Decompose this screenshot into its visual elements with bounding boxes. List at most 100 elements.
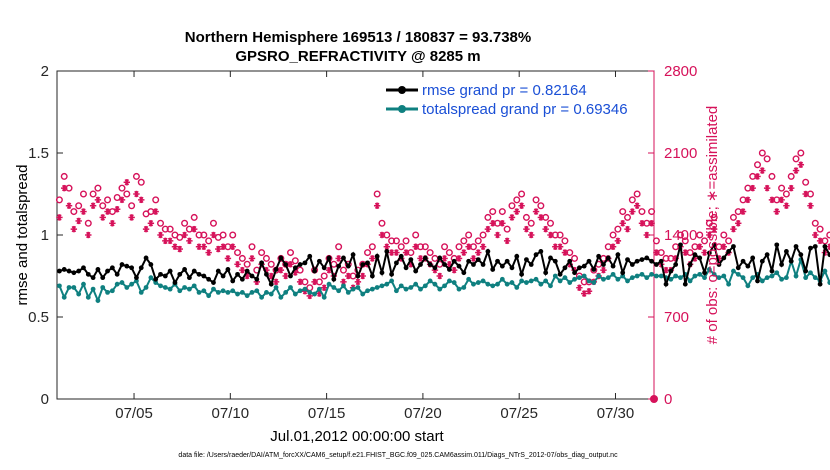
obs-assimilated-point	[633, 202, 641, 209]
rmse-point	[201, 273, 207, 279]
obs-assimilated-point	[210, 231, 217, 239]
totalspread-point	[341, 283, 346, 289]
rmse-point	[471, 262, 476, 267]
totalspread-point	[615, 276, 621, 282]
obs-possible-point	[460, 237, 468, 245]
rmse-point	[297, 262, 303, 267]
totalspread-point	[779, 276, 784, 282]
rmse-point	[591, 267, 597, 272]
obs-assimilated-point	[682, 249, 689, 256]
rmse-point	[755, 278, 760, 284]
totalspread-point	[384, 281, 390, 287]
totalspread-point	[66, 285, 72, 290]
obs-assimilated-point	[475, 249, 482, 256]
obs-assimilated-point	[65, 202, 73, 209]
obs-possible-point	[234, 249, 242, 257]
totalspread-point	[673, 273, 679, 279]
totalspread-point	[148, 275, 154, 281]
rmse-point	[196, 271, 202, 277]
totalspread-point	[191, 283, 197, 289]
totalspread-point	[182, 285, 187, 290]
totalspread-point	[239, 290, 245, 295]
rmse-point	[336, 263, 342, 269]
rmse-point	[186, 275, 192, 281]
totalspread-point	[201, 288, 207, 294]
obs-assimilated-point	[181, 231, 188, 239]
y-tick-label-right: 2100	[664, 145, 697, 162]
totalspread-point	[716, 275, 722, 281]
obs-possible-point	[287, 249, 295, 257]
y-tick-label: 2	[41, 63, 49, 80]
obs-possible-point	[373, 190, 381, 198]
obs-possible-point	[258, 249, 266, 257]
totalspread-point	[273, 285, 279, 290]
obs-assimilated-point	[133, 190, 140, 198]
obs-assimilated-point	[763, 184, 771, 192]
obs-assimilated-point	[80, 208, 87, 215]
rmse-point	[706, 250, 712, 256]
rmse-point	[119, 262, 125, 267]
rmse-point	[312, 268, 317, 274]
rmse-point	[779, 262, 784, 267]
totalspread-point	[302, 286, 308, 292]
y-tick-label: 1	[41, 227, 49, 244]
rmse-point	[321, 265, 327, 271]
rmse-point	[331, 276, 337, 282]
obs-possible-point	[763, 155, 771, 163]
obs-assimilated-point	[152, 208, 159, 215]
totalspread-point	[519, 278, 525, 284]
totalspread-point	[639, 271, 645, 277]
totalspread-point	[649, 271, 654, 277]
totalspread-point	[220, 288, 226, 294]
obs-assimilated-point	[773, 208, 780, 215]
obs-assimilated-point	[94, 196, 102, 204]
obs-assimilated-point	[561, 249, 569, 256]
rmse-point	[572, 270, 577, 276]
obs-possible-point	[518, 190, 526, 198]
rmse-point	[316, 258, 322, 264]
totalspread-point	[235, 291, 240, 297]
totalspread-point	[668, 276, 674, 282]
totalspread-point	[750, 275, 756, 281]
totalspread-point	[95, 298, 101, 303]
obs-assimilated-point	[296, 278, 304, 286]
obs-possible-point	[696, 231, 704, 239]
totalspread-point	[206, 293, 212, 299]
rmse-point	[162, 273, 168, 279]
obs-assimilated-point	[186, 237, 193, 245]
rmse-point	[586, 258, 592, 264]
obs-possible-point	[465, 231, 473, 239]
obs-possible-point	[624, 213, 632, 221]
obs-possible-point	[546, 219, 554, 227]
totalspread-point	[625, 278, 630, 284]
rmse-point	[793, 244, 799, 249]
rmse-point	[495, 258, 500, 264]
rmse-point	[427, 262, 433, 267]
legend-marker-totalspread	[398, 105, 406, 113]
totalspread-point	[634, 273, 640, 279]
obs-possible-point	[778, 184, 786, 192]
obs-assimilated-point	[104, 208, 111, 215]
obs-possible-point	[527, 219, 535, 227]
obs-possible-point	[787, 172, 795, 180]
y-tick-label: 0.5	[28, 309, 49, 326]
totalspread-point	[442, 283, 447, 289]
obs-possible-point	[238, 254, 246, 262]
legend-label-rmse: rmse grand pr = 0.82164	[422, 82, 587, 99]
rmse-point	[230, 278, 236, 284]
totalspread-point	[153, 280, 159, 285]
totalspread-point	[422, 283, 428, 289]
rmse-point	[451, 258, 457, 264]
obs-assimilated-point	[643, 231, 650, 239]
rmse-point	[437, 255, 443, 261]
rmse-point	[639, 257, 645, 262]
rmse-point	[369, 273, 375, 279]
obs-possible-point	[181, 219, 189, 227]
rmse-point	[461, 270, 467, 276]
rmse-point	[109, 265, 115, 271]
rmse-point	[76, 268, 82, 274]
rmse-point	[562, 265, 568, 271]
totalspread-point	[331, 285, 337, 290]
rmse-point	[249, 273, 255, 279]
obs-assimilated-point	[778, 196, 785, 204]
